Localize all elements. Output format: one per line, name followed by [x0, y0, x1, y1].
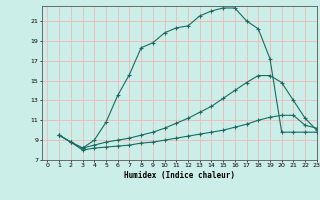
X-axis label: Humidex (Indice chaleur): Humidex (Indice chaleur): [124, 171, 235, 180]
